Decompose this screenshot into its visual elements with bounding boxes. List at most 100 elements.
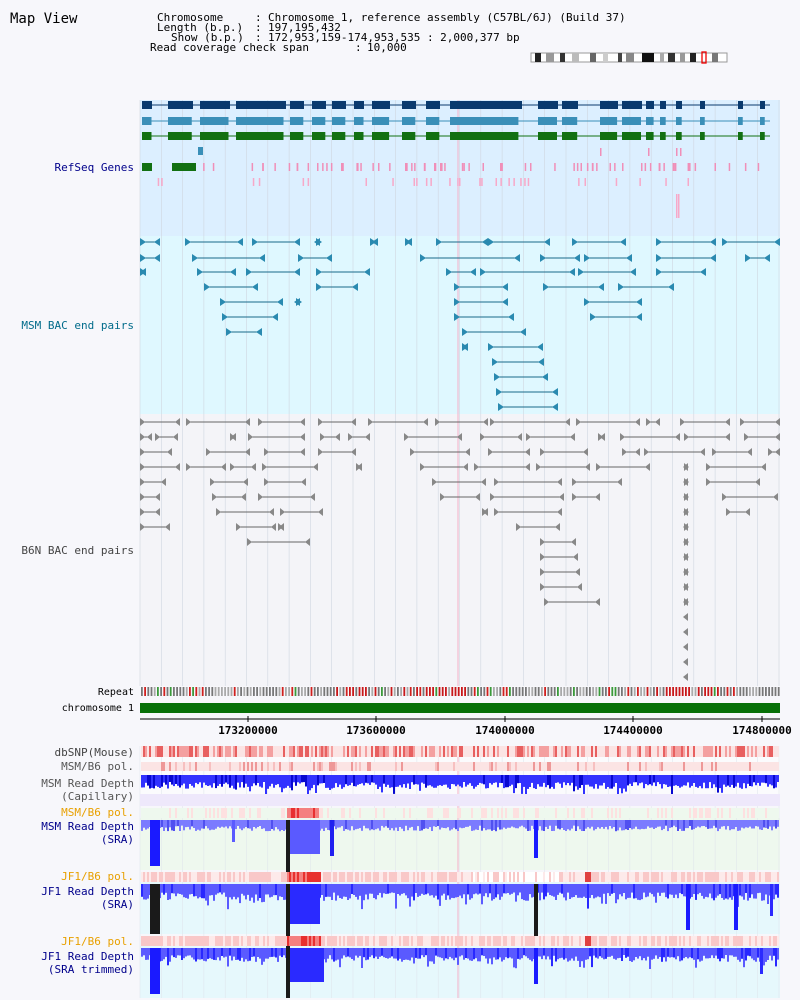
polymorphism-cell	[499, 808, 501, 818]
depth-bar	[733, 948, 735, 957]
repeat-element	[537, 687, 540, 696]
polymorphism-cell	[141, 746, 143, 757]
polymorphism-cell	[487, 808, 489, 818]
depth-bar	[765, 775, 767, 784]
polymorphism-cell	[561, 872, 563, 882]
depth-bar	[253, 775, 255, 784]
bac-end-arrow	[537, 343, 543, 351]
polymorphism-cell	[539, 762, 541, 771]
polymorphism-cell	[731, 808, 733, 818]
polymorphism-cell	[469, 746, 471, 757]
polymorphism-cell	[427, 746, 429, 757]
repeat-element	[195, 687, 198, 696]
gene-exon	[622, 132, 641, 140]
msm-b6-pol-track-2[interactable]	[141, 808, 779, 818]
depth-bar	[255, 884, 257, 895]
gene-exon	[600, 132, 618, 140]
refseq-tick	[580, 163, 582, 171]
polymorphism-cell	[607, 936, 609, 946]
polymorphism-cell	[405, 936, 407, 946]
refseq-genes-track[interactable]	[142, 101, 770, 218]
polymorphism-cell	[747, 808, 749, 818]
refseq-tick	[554, 163, 556, 171]
dbsnp-track[interactable]	[141, 746, 779, 757]
bac-end-arrow	[578, 268, 584, 276]
polymorphism-cell	[623, 746, 625, 757]
polymorphism-cell	[555, 762, 557, 771]
depth-bar	[525, 884, 527, 901]
depth-bar	[643, 820, 645, 830]
depth-bar	[619, 775, 621, 789]
b6n-end-arrow	[683, 553, 688, 561]
depth-bar	[183, 884, 185, 898]
polymorphism-cell	[265, 808, 267, 818]
b6n-end-arrow	[683, 583, 688, 591]
depth-bar	[667, 775, 669, 787]
depth-bar	[327, 820, 329, 830]
polymorphism-cell	[257, 762, 259, 771]
depth-bar	[495, 775, 497, 783]
polymorphism-cell	[201, 872, 203, 882]
polymorphism-cell	[457, 762, 459, 771]
ideogram-band	[660, 53, 664, 62]
polymorphism-cell	[477, 872, 479, 882]
polymorphism-cell	[637, 936, 639, 946]
msm-bac-track[interactable]	[140, 238, 780, 411]
polymorphism-cell	[195, 762, 197, 771]
polymorphism-cell	[599, 936, 601, 946]
msm-b6-pol-track[interactable]	[141, 762, 779, 771]
polymorphism-cell	[585, 936, 587, 946]
b6n-end-arrow	[622, 448, 627, 456]
polymorphism-cell	[553, 936, 555, 946]
polymorphism-cell	[619, 762, 621, 771]
chromosome-ideogram[interactable]	[530, 51, 728, 64]
polymorphism-cell	[303, 762, 305, 771]
depth-bar	[203, 820, 205, 829]
refseq-tick	[676, 194, 678, 218]
polymorphism-cell	[565, 808, 567, 818]
polymorphism-cell	[601, 746, 603, 757]
b6n-end-arrow	[683, 568, 688, 576]
depth-bar	[575, 820, 577, 831]
polymorphism-cell	[215, 746, 217, 757]
refseq-tick	[578, 178, 580, 186]
polymorphism-cell	[509, 808, 511, 818]
depth-bar	[631, 820, 633, 830]
repeat-track[interactable]	[141, 687, 780, 696]
depth-bar	[371, 820, 373, 830]
depth-bar	[639, 820, 641, 830]
msm-capillary-depth-track[interactable]	[140, 775, 780, 806]
polymorphism-cell	[333, 936, 335, 946]
polymorphism-cell	[173, 808, 175, 818]
jf1-b6-pol-track-2[interactable]	[141, 936, 779, 946]
polymorphism-cell	[629, 808, 631, 818]
b6n-bac-track[interactable]	[140, 418, 780, 681]
depth-bar	[401, 948, 403, 962]
depth-bar	[719, 948, 721, 962]
depth-bar	[179, 820, 181, 831]
polymorphism-cell	[613, 746, 615, 757]
depth-bar	[481, 820, 483, 831]
depth-bar	[429, 884, 431, 896]
polymorphism-cell	[599, 872, 601, 882]
depth-bar	[397, 884, 399, 894]
polymorphism-cell	[427, 872, 429, 882]
depth-bar	[395, 884, 397, 909]
depth-bar	[569, 948, 571, 961]
polymorphism-cell	[681, 746, 683, 757]
b6n-end-arrow	[230, 463, 235, 471]
msm-b6-pol-label-2: MSM/B6 pol.	[61, 806, 134, 819]
jf1-b6-pol-track[interactable]	[141, 872, 779, 882]
msm-sra-depth-track[interactable]	[141, 820, 779, 878]
polymorphism-cell	[467, 808, 469, 818]
polymorphism-cell	[687, 746, 689, 757]
polymorphism-cell	[709, 762, 711, 771]
polymorphism-cell	[611, 936, 613, 946]
polymorphism-cell	[759, 808, 761, 818]
chromosome-bar[interactable]	[140, 703, 780, 713]
depth-bar	[757, 820, 759, 827]
depth-bar	[225, 775, 227, 783]
jf1-trimmed-depth-track[interactable]	[141, 948, 779, 998]
polymorphism-cell	[659, 872, 661, 882]
polymorphism-cell	[495, 746, 497, 757]
